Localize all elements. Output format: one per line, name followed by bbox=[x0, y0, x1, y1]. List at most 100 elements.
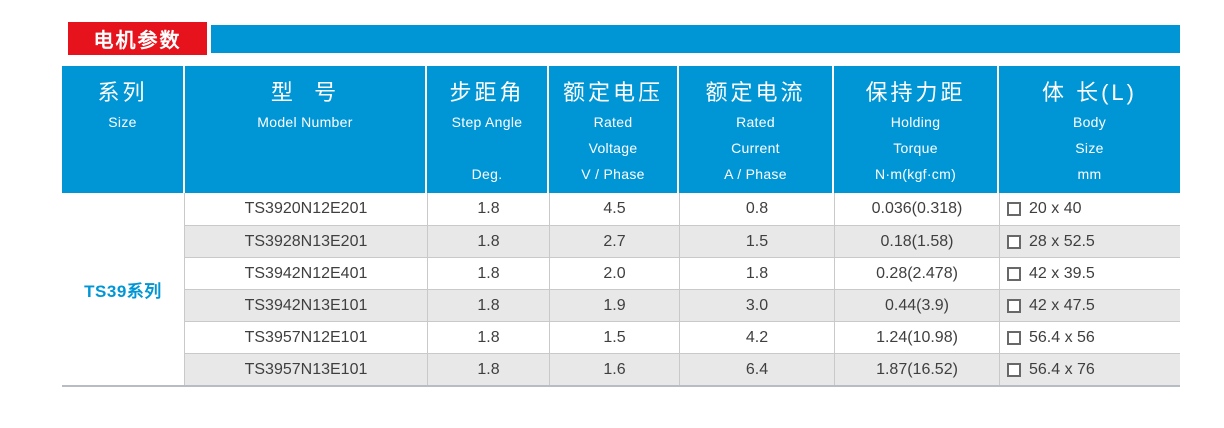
column-header-en: Size bbox=[108, 114, 137, 130]
column-header-cn: 体 长(L) bbox=[1041, 80, 1137, 105]
column-header-en: Holding bbox=[890, 114, 941, 130]
body-size-cell: 28 x 52.5 bbox=[999, 225, 1180, 257]
column-header-cn: 步距角 bbox=[449, 80, 525, 105]
rated-voltage-value: 4.5 bbox=[603, 200, 626, 217]
column-header-en: Body bbox=[1072, 114, 1107, 130]
column-header-en: Deg. bbox=[471, 166, 503, 182]
column-header-en: Rated bbox=[736, 114, 775, 130]
step-angle-cell: 1.8 bbox=[427, 321, 549, 353]
model-cell: TS3957N12E101 bbox=[185, 321, 427, 353]
body-size-cell: 42 x 47.5 bbox=[999, 289, 1180, 321]
table-header: 系列 Size 型 号 Model Number 步距角 Step Angle Deg. 额定… bbox=[62, 66, 1180, 193]
rated-current-cell: 6.4 bbox=[679, 353, 834, 385]
column-header-cn: 额定电流 bbox=[705, 80, 806, 105]
checkbox-icon bbox=[1007, 362, 1021, 377]
column-header-en: mm bbox=[1077, 166, 1102, 182]
rated-current-value: 1.5 bbox=[745, 232, 769, 250]
column-header: 型 号 Model Number bbox=[185, 66, 427, 193]
body-size-value: 28 x 52.5 bbox=[1029, 232, 1095, 250]
body-size-value: 42 x 39.5 bbox=[1029, 264, 1095, 282]
model-cell: TS3920N12E201 bbox=[185, 193, 427, 225]
rated-voltage-value: 2.0 bbox=[603, 264, 626, 282]
step-angle-cell: 1.8 bbox=[427, 193, 549, 225]
body-size-cell: 20 x 40 bbox=[999, 193, 1180, 225]
column-header-en bbox=[427, 135, 547, 161]
model-cell: TS3957N13E101 bbox=[185, 353, 427, 385]
rated-current-value: 6.4 bbox=[745, 360, 769, 378]
rated-voltage-cell: 1.6 bbox=[549, 353, 679, 385]
rated-voltage-cell: 2.7 bbox=[549, 225, 679, 257]
holding-torque-cell: 0.036(0.318) bbox=[834, 193, 999, 225]
model-cell: TS3942N13E101 bbox=[185, 289, 427, 321]
rated-voltage-cell: 4.5 bbox=[549, 193, 679, 225]
column-header-en: N·m(kgf·cm) bbox=[874, 166, 957, 182]
checkbox-icon bbox=[1007, 330, 1021, 345]
column-header-en: Voltage bbox=[588, 140, 638, 156]
rated-current-value: 0.8 bbox=[745, 200, 769, 217]
column-header-en: Model Number bbox=[257, 114, 353, 130]
body-size-cell: 56.4 x 56 bbox=[999, 321, 1180, 353]
column-header-en: A / Phase bbox=[724, 166, 787, 182]
holding-torque-value: 0.28(2.478) bbox=[876, 264, 958, 282]
rated-current-value: 4.2 bbox=[745, 328, 769, 346]
body-size-value: 20 x 40 bbox=[1029, 200, 1082, 217]
rated-voltage-value: 2.7 bbox=[603, 232, 626, 250]
rated-voltage-value: 1.6 bbox=[603, 360, 626, 378]
checkbox-icon bbox=[1007, 298, 1021, 313]
step-angle-value: 1.8 bbox=[477, 360, 500, 378]
column-header-en: Rated bbox=[593, 114, 633, 130]
column-header-cn: 系列 bbox=[97, 80, 148, 105]
holding-torque-cell: 1.24(10.98) bbox=[834, 321, 999, 353]
holding-torque-value: 1.24(10.98) bbox=[876, 328, 958, 346]
column-header: 系列 Size bbox=[62, 66, 185, 193]
rated-current-cell: 0.8 bbox=[679, 193, 834, 225]
model-value: TS3957N12E101 bbox=[244, 328, 368, 346]
rated-current-value: 3.0 bbox=[745, 296, 769, 314]
rated-voltage-value: 1.5 bbox=[603, 328, 626, 346]
model-cell: TS3942N12E401 bbox=[185, 257, 427, 289]
model-value: TS3957N13E101 bbox=[244, 360, 368, 378]
body-size-cell: 56.4 x 76 bbox=[999, 353, 1180, 385]
model-cell: TS3928N13E201 bbox=[185, 225, 427, 257]
column-header-en: Torque bbox=[893, 140, 938, 156]
step-angle-cell: 1.8 bbox=[427, 353, 549, 385]
table-body: TS39系列 TS3920N12E201 1.8 4.5 0.8 0.036(0.318… bbox=[62, 193, 1180, 385]
body-size-cell: 42 x 39.5 bbox=[999, 257, 1180, 289]
step-angle-value: 1.8 bbox=[477, 264, 500, 282]
section-title-badge: 电机参数 bbox=[68, 22, 207, 55]
step-angle-cell: 1.8 bbox=[427, 225, 549, 257]
step-angle-value: 1.8 bbox=[477, 200, 500, 217]
step-angle-value: 1.8 bbox=[477, 328, 500, 346]
rated-current-cell: 1.5 bbox=[679, 225, 834, 257]
column-header: 额定电流 Rated Current A / Phase bbox=[679, 66, 834, 193]
series-label: TS39系列 bbox=[84, 281, 162, 301]
step-angle-cell: 1.8 bbox=[427, 257, 549, 289]
body-size-value: 56.4 x 76 bbox=[1029, 360, 1095, 378]
column-header-cn: 型 号 bbox=[270, 80, 340, 105]
rated-current-cell: 1.8 bbox=[679, 257, 834, 289]
series-cell: TS39系列 bbox=[62, 193, 185, 385]
rated-current-cell: 3.0 bbox=[679, 289, 834, 321]
step-angle-value: 1.8 bbox=[477, 232, 500, 250]
rated-current-value: 1.8 bbox=[745, 264, 769, 282]
motor-parameters-table: 系列 Size 型 号 Model Number 步距角 Step Angle Deg. 额定… bbox=[62, 66, 1180, 387]
holding-torque-value: 0.18(1.58) bbox=[880, 232, 954, 250]
holding-torque-cell: 0.18(1.58) bbox=[834, 225, 999, 257]
step-angle-cell: 1.8 bbox=[427, 289, 549, 321]
step-angle-value: 1.8 bbox=[477, 296, 500, 314]
checkbox-icon bbox=[1007, 202, 1021, 216]
holding-torque-value: 1.87(16.52) bbox=[876, 360, 958, 378]
column-header-en: V / Phase bbox=[581, 166, 645, 182]
holding-torque-cell: 1.87(16.52) bbox=[834, 353, 999, 385]
column-header: 保持力距 Holding Torque N·m(kgf·cm) bbox=[834, 66, 999, 193]
checkbox-icon bbox=[1007, 266, 1021, 281]
holding-torque-cell: 0.28(2.478) bbox=[834, 257, 999, 289]
holding-torque-value: 0.44(3.9) bbox=[884, 296, 950, 314]
column-header-en: Step Angle bbox=[451, 114, 523, 130]
rated-voltage-value: 1.9 bbox=[603, 296, 626, 314]
column-header-cn: 保持力距 bbox=[865, 80, 966, 105]
model-value: TS3928N13E201 bbox=[244, 232, 368, 250]
holding-torque-cell: 0.44(3.9) bbox=[834, 289, 999, 321]
column-header-en: Current bbox=[731, 140, 780, 156]
model-value: TS3942N13E101 bbox=[244, 296, 368, 314]
